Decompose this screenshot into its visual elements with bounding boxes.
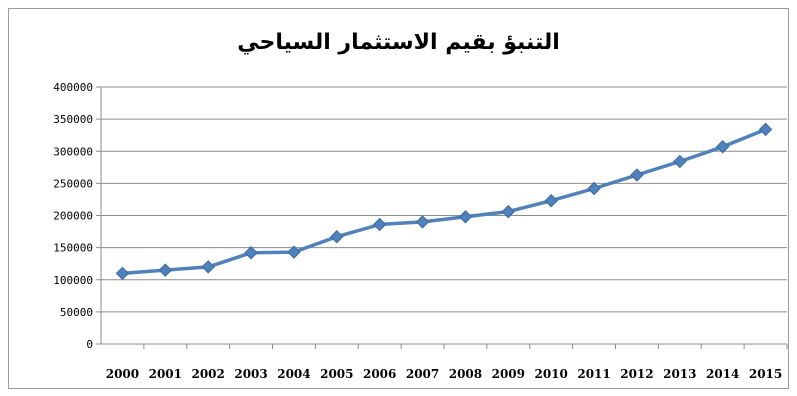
y-tick-label: 150000 xyxy=(53,242,93,255)
data-point xyxy=(715,140,730,154)
data-point xyxy=(244,246,258,260)
x-tick-label: 2000 xyxy=(106,367,139,381)
x-tick-label: 2002 xyxy=(191,367,224,381)
grid-lines xyxy=(101,86,787,313)
x-tick-label: 2012 xyxy=(620,367,653,381)
x-tick-label: 2009 xyxy=(492,367,525,381)
x-tick-label: 2006 xyxy=(363,367,396,381)
x-tick-label: 2001 xyxy=(149,367,182,381)
series-markers xyxy=(115,122,773,281)
x-tick-labels: 2000 2001 2002 2003 2004 2005 2006 2007 2008 2009… xyxy=(106,367,783,381)
y-tick-label: 400000 xyxy=(53,81,93,94)
y-tick-labels: 0 50000 100000 150000 200000 250000 300000 3500… xyxy=(53,81,93,351)
y-tick-label: 100000 xyxy=(53,274,93,287)
data-point xyxy=(587,181,601,196)
series-line xyxy=(122,127,767,276)
chart-frame xyxy=(8,8,789,389)
x-tick-label: 2014 xyxy=(706,367,739,381)
series-lines xyxy=(122,127,767,276)
x-tick-label: 2015 xyxy=(749,367,782,381)
data-point xyxy=(158,263,173,277)
data-point xyxy=(287,245,301,259)
data-point xyxy=(372,217,387,232)
y-tick-label: 50000 xyxy=(60,306,93,319)
x-tick-label: 2013 xyxy=(663,367,696,381)
data-point xyxy=(758,122,773,137)
data-point xyxy=(115,266,130,281)
x-tick-label: 2003 xyxy=(234,367,267,381)
y-tick-label: 0 xyxy=(86,338,93,351)
data-point xyxy=(330,229,344,244)
data-point xyxy=(501,204,516,219)
x-tick-label: 2007 xyxy=(406,367,439,381)
axes xyxy=(96,86,788,349)
y-tick-label: 250000 xyxy=(53,177,93,190)
x-tick-label: 2011 xyxy=(577,367,610,381)
data-point xyxy=(673,154,687,169)
chart-title: التنبؤ بقيم الاستثمار السياحي xyxy=(237,30,560,55)
data-point xyxy=(544,194,558,208)
x-tick-label: 2010 xyxy=(534,367,567,381)
data-point xyxy=(415,215,430,229)
data-point xyxy=(458,210,473,224)
data-point xyxy=(201,260,215,274)
x-tick-label: 2008 xyxy=(449,367,482,381)
y-tick-label: 350000 xyxy=(53,113,93,126)
y-tick-label: 200000 xyxy=(53,210,93,223)
y-tick-label: 300000 xyxy=(53,145,93,158)
data-point xyxy=(630,168,644,182)
x-tick-label: 2004 xyxy=(277,367,310,381)
x-tick-label: 2005 xyxy=(320,367,353,381)
